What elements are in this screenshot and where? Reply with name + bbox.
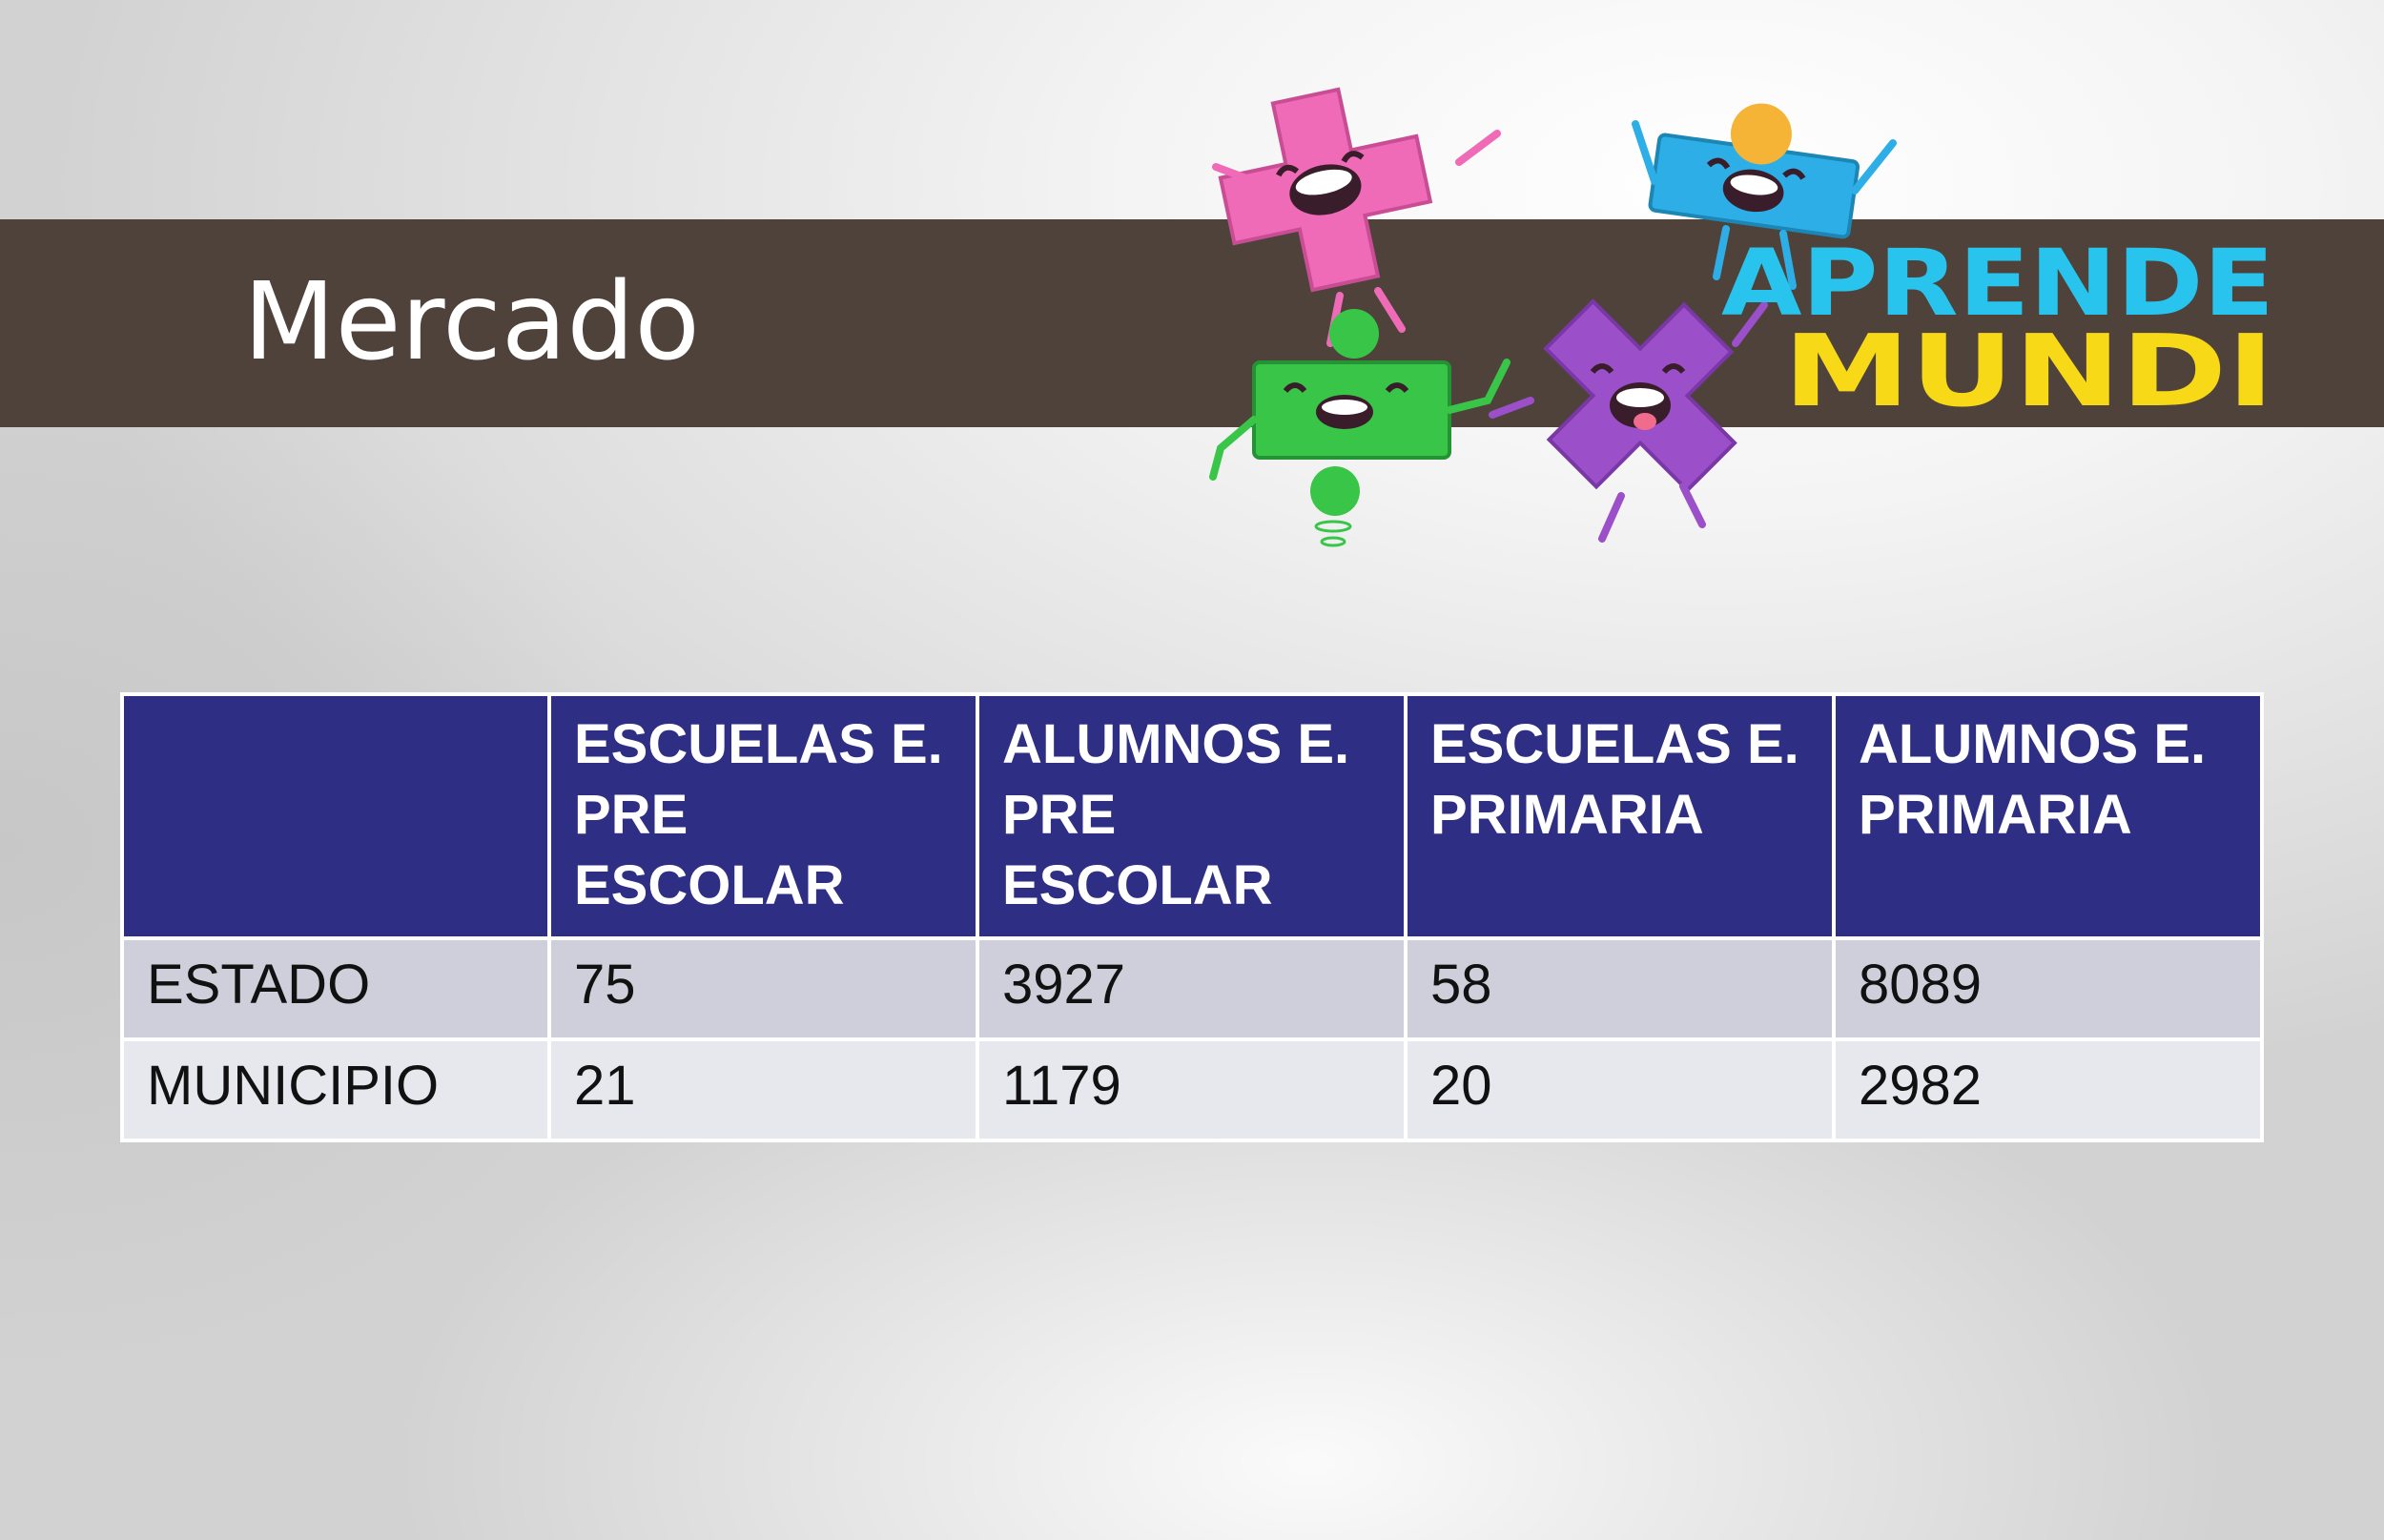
table-row: ESTADO 75 3927 58 8089 xyxy=(120,936,2264,1041)
table-header-row: ESCUELAS E. PRE ESCOLAR ALUMNOS E. PRE E… xyxy=(120,692,2264,940)
table-cell: 75 xyxy=(547,936,979,1041)
header-escuelas-pre-escolar: ESCUELAS E. PRE ESCOLAR xyxy=(547,692,979,940)
market-table: ESCUELAS E. PRE ESCOLAR ALUMNOS E. PRE E… xyxy=(120,692,2264,1142)
table-cell: 58 xyxy=(1404,936,1836,1041)
table-cell: 20 xyxy=(1404,1037,1836,1142)
logo-line-1: APRENDE xyxy=(1721,230,2274,337)
header-alumnos-primaria: ALUMNOS E. PRIMARIA xyxy=(1832,692,2264,940)
plus-character-icon xyxy=(1218,87,1433,293)
page-title: Mercado xyxy=(243,260,700,384)
table-row: MUNICIPIO 21 1179 20 2982 xyxy=(120,1037,2264,1142)
minus-character-icon xyxy=(1648,103,1860,239)
table-cell: 1179 xyxy=(976,1037,1408,1142)
header-alumnos-pre-escolar: ALUMNOS E. PRE ESCOLAR xyxy=(976,692,1408,940)
header-cell-empty xyxy=(120,692,551,940)
aprende-mundi-logo: APRENDE MUNDI xyxy=(1209,87,2274,547)
title-band xyxy=(0,219,2384,427)
table-cell: 3927 xyxy=(976,936,1408,1041)
table-cell: 21 xyxy=(547,1037,979,1142)
header-escuelas-primaria: ESCUELAS E. PRIMARIA xyxy=(1404,692,1836,940)
table-cell: 8089 xyxy=(1832,936,2264,1041)
logo-line-2: MUNDI xyxy=(1783,313,2274,429)
row-label: MUNICIPIO xyxy=(120,1037,551,1142)
divide-character-icon xyxy=(1252,309,1451,547)
row-label: ESTADO xyxy=(120,936,551,1041)
table-cell: 2982 xyxy=(1832,1037,2264,1142)
